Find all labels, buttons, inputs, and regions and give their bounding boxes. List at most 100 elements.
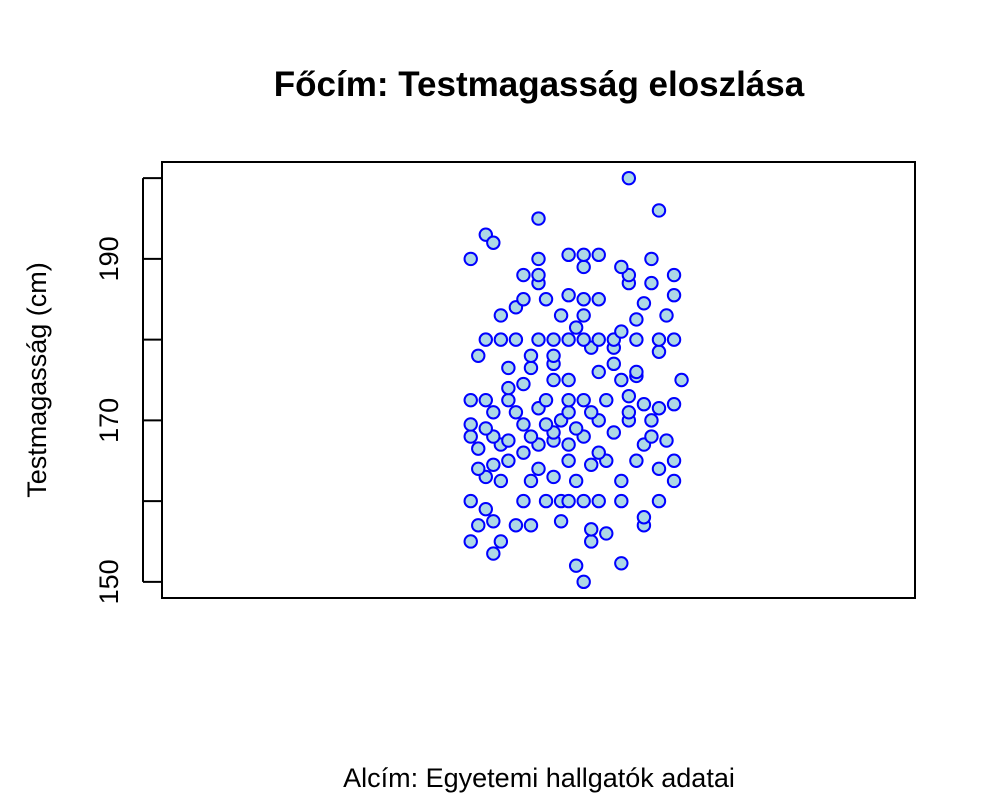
data-point [576, 247, 591, 263]
data-point [576, 308, 591, 323]
data-point [561, 405, 576, 420]
data-point [614, 556, 629, 571]
y-axis: 150 170 190 [94, 177, 162, 604]
data-point [584, 534, 599, 549]
data-point [614, 473, 629, 489]
data-point [591, 445, 606, 460]
data-point [576, 574, 591, 590]
data-point [531, 251, 546, 267]
data-point [568, 473, 584, 489]
data-point [666, 397, 682, 412]
data-point [629, 332, 644, 347]
data-point [493, 332, 509, 347]
data-point [486, 457, 501, 472]
plot-frame [161, 161, 916, 599]
data-point [629, 453, 644, 468]
data-point [531, 267, 546, 283]
data-point [629, 312, 644, 327]
data-point [666, 332, 682, 347]
data-point [516, 493, 531, 509]
data-point [576, 392, 591, 408]
data-point [561, 392, 576, 408]
data-point [591, 493, 606, 509]
data-point [471, 348, 486, 363]
data-point [546, 332, 561, 347]
data-point [553, 308, 569, 323]
data-point [614, 259, 629, 275]
data-point [568, 558, 584, 573]
data-point [553, 514, 569, 529]
data-point [651, 493, 667, 509]
data-point [523, 518, 539, 533]
data-point [568, 421, 584, 436]
data-point [561, 437, 576, 452]
data-point [561, 332, 576, 347]
data-point [576, 292, 591, 307]
data-point [561, 372, 576, 388]
data-point [644, 413, 659, 428]
data-point [636, 296, 652, 311]
data-point [486, 514, 501, 529]
data-point [614, 324, 629, 339]
data-point [501, 453, 516, 468]
data-point [501, 360, 516, 376]
data-point [501, 392, 516, 408]
data-point [493, 473, 509, 489]
data-point [561, 493, 576, 509]
data-point [471, 461, 486, 477]
data-point [501, 380, 516, 396]
data-point [538, 417, 554, 432]
data-point [516, 445, 531, 460]
data-point [478, 392, 493, 408]
data-point [636, 397, 652, 412]
data-point [651, 332, 667, 347]
data-point [651, 203, 667, 218]
data-point [478, 421, 493, 436]
data-point [463, 429, 478, 444]
data-point [621, 170, 637, 186]
data-point [644, 251, 659, 267]
data-point [546, 469, 561, 485]
data-point [674, 372, 689, 388]
data-point [486, 546, 501, 561]
data-point [636, 510, 652, 525]
data-point [659, 308, 674, 323]
data-points [463, 170, 689, 590]
data-point [591, 247, 606, 263]
data-point [531, 211, 546, 226]
data-point [463, 417, 478, 432]
data-point [478, 332, 493, 347]
data-point [471, 441, 486, 456]
data-point [644, 429, 659, 444]
data-point [666, 473, 682, 489]
data-point [538, 493, 554, 509]
chart-title: Főcím: Testmagasság eloszlása [274, 65, 805, 104]
data-point [614, 372, 629, 388]
data-point [659, 433, 674, 448]
data-point [523, 429, 539, 444]
data-point [463, 392, 478, 408]
y-axis-label: Testmagasság (cm) [22, 262, 52, 498]
data-point [538, 392, 554, 408]
data-point [651, 461, 667, 477]
data-point [486, 235, 501, 250]
data-point [621, 388, 637, 404]
data-point [606, 425, 621, 440]
data-point [591, 364, 606, 380]
data-point [666, 288, 682, 303]
data-point [523, 348, 539, 363]
data-point [523, 360, 539, 376]
data-point [629, 364, 644, 380]
data-point [486, 405, 501, 420]
data-point [531, 461, 546, 477]
data-point [599, 526, 614, 541]
data-point [463, 493, 478, 509]
data-point [523, 473, 539, 489]
data-point [493, 308, 509, 323]
data-point [606, 356, 621, 372]
data-point [568, 320, 584, 335]
data-point [599, 392, 614, 408]
data-point [644, 275, 659, 291]
data-point [516, 376, 531, 392]
data-point [591, 292, 606, 307]
